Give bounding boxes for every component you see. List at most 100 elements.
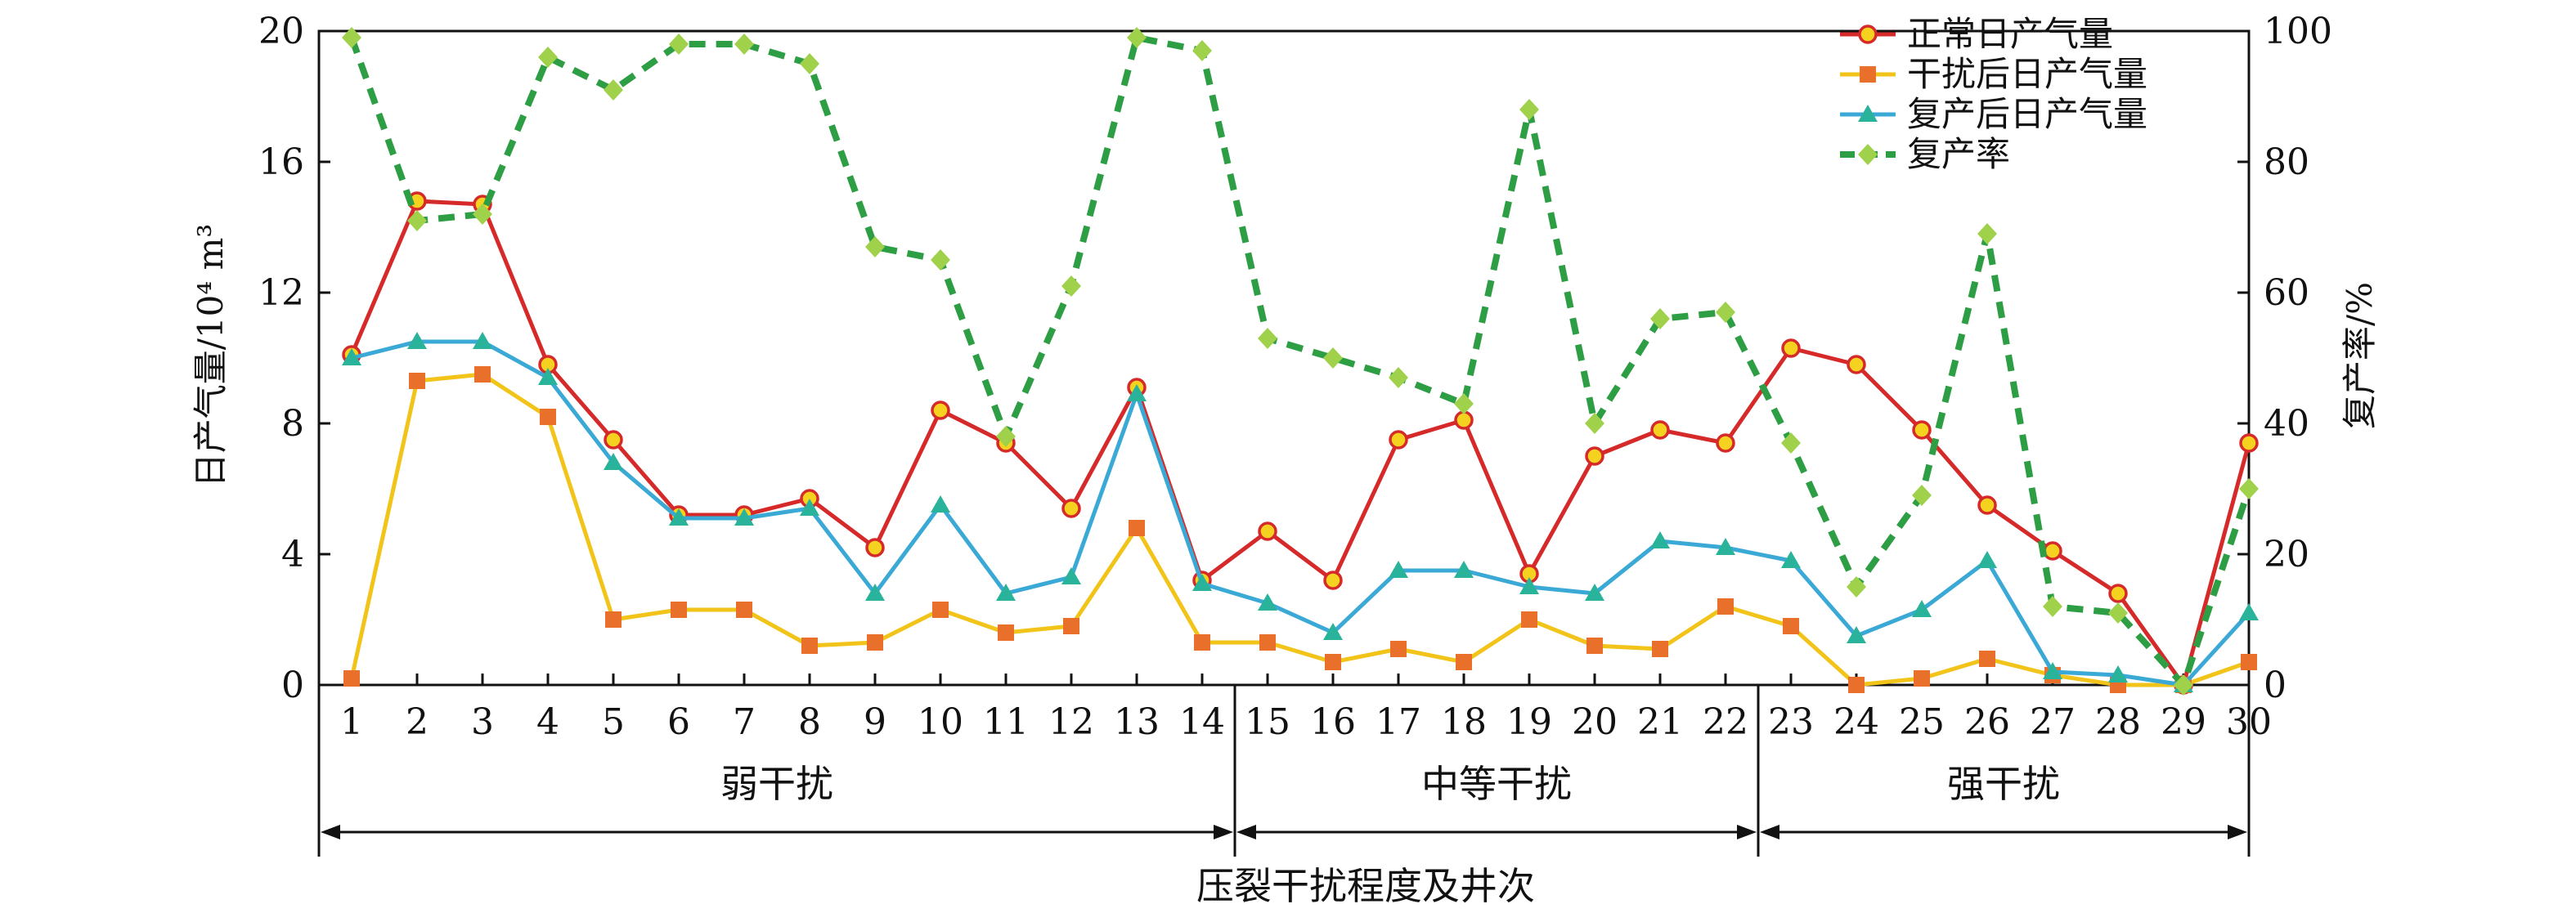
data-point — [1192, 40, 1212, 61]
data-point — [1389, 367, 1408, 388]
y-left-tick-label: 20 — [258, 11, 304, 52]
x-tick-label: 29 — [2161, 701, 2206, 743]
data-point — [1979, 651, 1995, 667]
data-point — [1586, 638, 1603, 654]
y-right-tick-label: 100 — [2264, 11, 2332, 52]
group-label: 中等干扰 — [1421, 762, 1572, 806]
data-point — [1061, 275, 1081, 297]
data-point — [734, 34, 754, 55]
data-point — [604, 79, 623, 101]
data-point — [1194, 634, 1210, 651]
x-tick-label: 22 — [1703, 701, 1748, 743]
data-point — [1585, 413, 1604, 434]
data-point — [1912, 420, 1932, 440]
data-point — [1912, 600, 1932, 617]
data-point — [1847, 626, 1866, 643]
data-point — [1585, 584, 1604, 601]
data-point — [1323, 347, 1343, 369]
data-point — [1912, 485, 1932, 506]
data-point — [865, 584, 885, 601]
x-tick-label: 11 — [983, 701, 1029, 743]
group-label: 强干扰 — [1947, 762, 2060, 806]
data-point — [1781, 432, 1801, 454]
data-point — [1323, 623, 1343, 640]
x-tick-label: 26 — [1964, 701, 2010, 743]
data-point — [932, 602, 949, 618]
legend-label: 复产后日产气量 — [1907, 94, 2147, 134]
series-layer — [342, 27, 2259, 696]
x-tick-label: 4 — [536, 701, 559, 743]
data-point — [1454, 393, 1474, 414]
data-point — [1977, 223, 1997, 244]
data-point — [931, 401, 950, 420]
data-point — [996, 426, 1016, 447]
data-point — [1781, 338, 1801, 358]
y-left-tick-label: 16 — [258, 141, 304, 183]
x-tick-label: 28 — [2095, 701, 2141, 743]
data-point — [473, 204, 492, 225]
data-point — [342, 27, 361, 48]
data-point — [1848, 677, 1865, 693]
data-point — [1325, 654, 1341, 670]
group-arrow-head-right — [1214, 825, 1233, 839]
data-point — [1390, 641, 1407, 657]
data-point — [1063, 618, 1079, 634]
series-line — [351, 339, 2251, 687]
legend-item: 干扰后日产气量 — [1840, 54, 2147, 94]
data-point — [2239, 478, 2259, 499]
data-point — [2108, 584, 2128, 603]
data-point — [800, 53, 819, 74]
data-point — [1456, 654, 1472, 670]
data-point — [2239, 603, 2259, 620]
data-point — [865, 236, 885, 257]
data-point — [2043, 596, 2062, 617]
data-point — [2241, 654, 2257, 670]
x-tick-label: 12 — [1048, 701, 1094, 743]
y-axis-left-label: 日产气量/10⁴ m³ — [191, 224, 231, 487]
data-point — [1192, 574, 1212, 591]
x-tick-label: 20 — [1572, 701, 1618, 743]
data-point — [931, 495, 950, 512]
y-left-tick-label: 8 — [281, 403, 304, 445]
y-right-tick-label: 80 — [2264, 141, 2309, 183]
data-point — [1860, 66, 1876, 83]
data-point — [1858, 144, 1878, 165]
data-point — [1061, 499, 1081, 518]
data-point — [1977, 495, 1997, 515]
legend-item: 复产率 — [1840, 134, 2010, 174]
group-arrow-head-left — [1760, 825, 1779, 839]
plot-frame — [317, 29, 2251, 687]
x-tick-label: 21 — [1637, 701, 1683, 743]
data-point — [1521, 611, 1537, 628]
data-point — [407, 332, 427, 349]
data-point — [1258, 521, 1277, 541]
data-point — [1127, 27, 1147, 48]
x-tick-label: 24 — [1833, 701, 1879, 743]
y-axis-right-label: 复产率/% — [2340, 282, 2380, 429]
data-point — [1716, 538, 1735, 555]
data-point — [1650, 531, 1670, 548]
data-point — [1389, 430, 1408, 450]
legend-item: 复产后日产气量 — [1840, 94, 2147, 134]
data-point — [2108, 665, 2128, 683]
y-left-tick-label: 12 — [258, 272, 304, 314]
x-tick-label: 16 — [1310, 701, 1356, 743]
x-tick-label: 13 — [1114, 701, 1160, 743]
data-point — [1259, 634, 1276, 651]
data-point — [1323, 571, 1343, 590]
x-tick-label: 27 — [2030, 701, 2076, 743]
data-point — [473, 332, 492, 349]
data-point — [1783, 618, 1799, 634]
data-point — [2043, 541, 2062, 561]
data-point — [1716, 433, 1735, 453]
y-left-tick-label: 0 — [281, 665, 304, 706]
data-point — [342, 348, 361, 365]
data-point — [604, 453, 623, 470]
series-line — [349, 199, 2251, 687]
data-point — [1258, 593, 1277, 611]
data-point — [2043, 662, 2062, 679]
data-point — [1781, 551, 1801, 568]
y-right-tick-label: 60 — [2264, 272, 2309, 314]
